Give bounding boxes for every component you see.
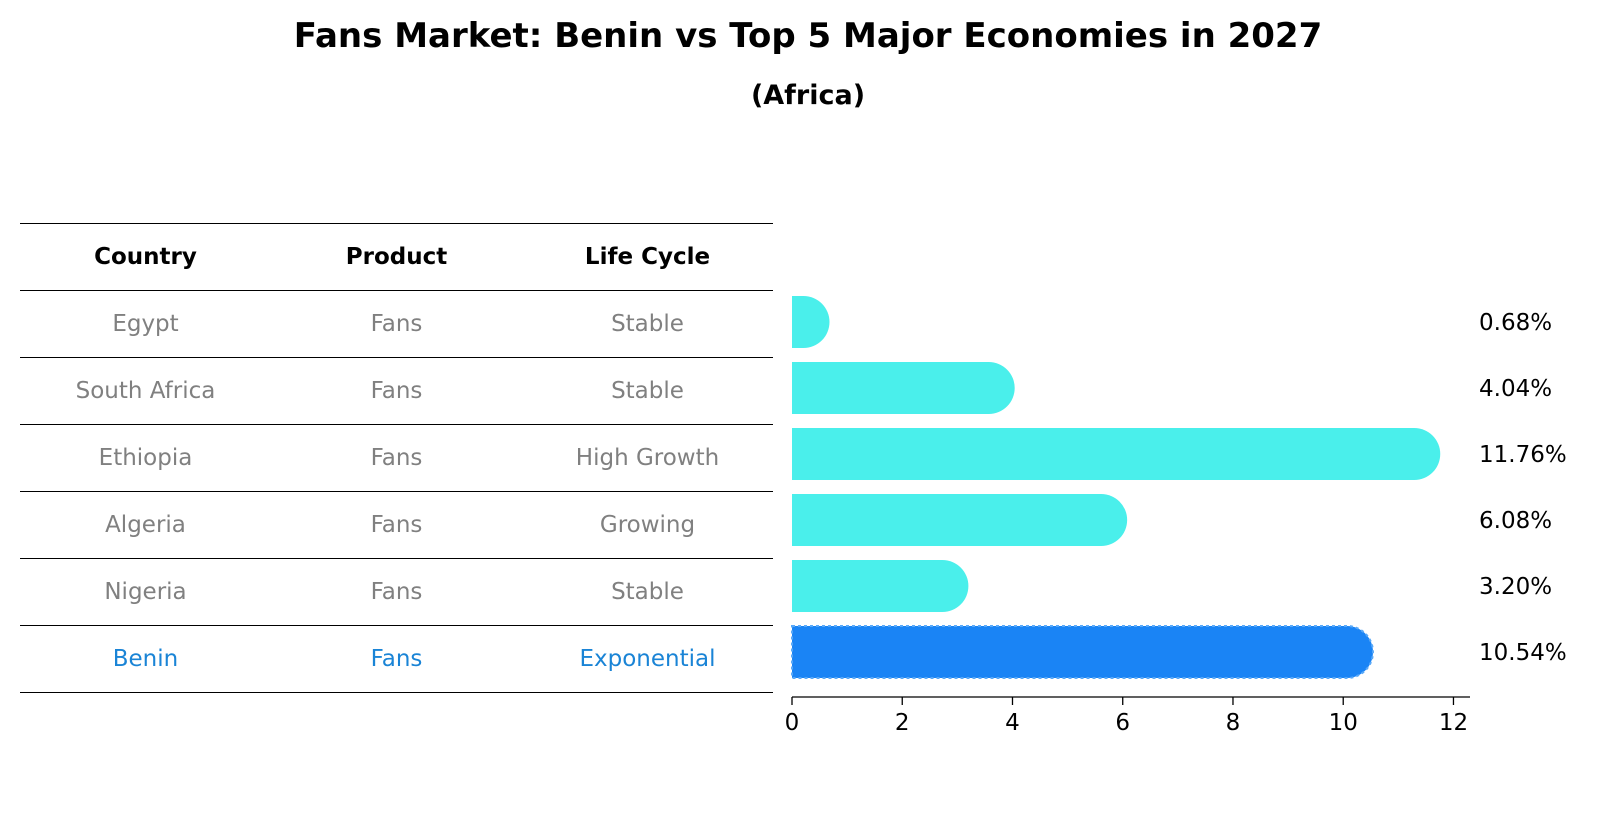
table-row-highlight: Benin Fans Exponential	[20, 625, 773, 693]
x-tick-label: 12	[1439, 710, 1468, 736]
header-country: Country	[20, 223, 271, 291]
table-header-row: Country Product Life Cycle	[20, 223, 773, 291]
cell-product: Fans	[271, 424, 522, 492]
bar-algeria	[792, 494, 1128, 546]
value-label: 0.68%	[1479, 310, 1552, 336]
value-label: 10.54%	[1479, 640, 1567, 666]
cell-country: Nigeria	[20, 558, 271, 626]
cell-country: South Africa	[20, 357, 271, 425]
bar-south-africa	[792, 362, 1015, 414]
cell-product: Fans	[271, 625, 522, 693]
value-label: 6.08%	[1479, 508, 1552, 534]
value-label: 11.76%	[1479, 442, 1567, 468]
cell-life-cycle: Exponential	[522, 625, 773, 693]
chart-title: Fans Market: Benin vs Top 5 Major Econom…	[293, 16, 1323, 56]
x-tick-label: 4	[1005, 710, 1020, 736]
chart-subtitle: (Africa)	[750, 80, 866, 111]
header-life-cycle: Life Cycle	[522, 223, 773, 291]
value-label: 4.04%	[1479, 376, 1552, 402]
bar-highlight-outline	[791, 625, 1374, 679]
market-table: Country Product Life Cycle Egypt Fans St…	[20, 223, 773, 693]
cell-product: Fans	[271, 357, 522, 425]
cell-product: Fans	[271, 491, 522, 559]
cell-life-cycle: Stable	[522, 290, 773, 358]
bar-ethiopia	[792, 428, 1441, 480]
x-tick-label: 10	[1329, 710, 1358, 736]
cell-country: Benin	[20, 625, 271, 693]
cell-product: Fans	[271, 558, 522, 626]
cell-country: Egypt	[20, 290, 271, 358]
cell-life-cycle: Growing	[522, 491, 773, 559]
bar-egypt	[792, 296, 830, 348]
header-product: Product	[271, 223, 522, 291]
bar-nigeria	[792, 560, 969, 612]
cell-country: Algeria	[20, 491, 271, 559]
table-row: South Africa Fans Stable	[20, 357, 773, 425]
x-tick-label: 6	[1115, 710, 1130, 736]
table-row: Nigeria Fans Stable	[20, 558, 773, 626]
x-tick-label: 8	[1226, 710, 1241, 736]
cell-country: Ethiopia	[20, 424, 271, 492]
table-row: Algeria Fans Growing	[20, 491, 773, 559]
table-row: Egypt Fans Stable	[20, 290, 773, 358]
x-tick-label: 2	[895, 710, 910, 736]
cell-life-cycle: Stable	[522, 558, 773, 626]
cell-product: Fans	[271, 290, 522, 358]
x-tick-label: 0	[785, 710, 800, 736]
table-row: Ethiopia Fans High Growth	[20, 424, 773, 492]
cell-life-cycle: High Growth	[522, 424, 773, 492]
cell-life-cycle: Stable	[522, 357, 773, 425]
bar-benin	[792, 626, 1373, 678]
value-label: 3.20%	[1479, 574, 1552, 600]
